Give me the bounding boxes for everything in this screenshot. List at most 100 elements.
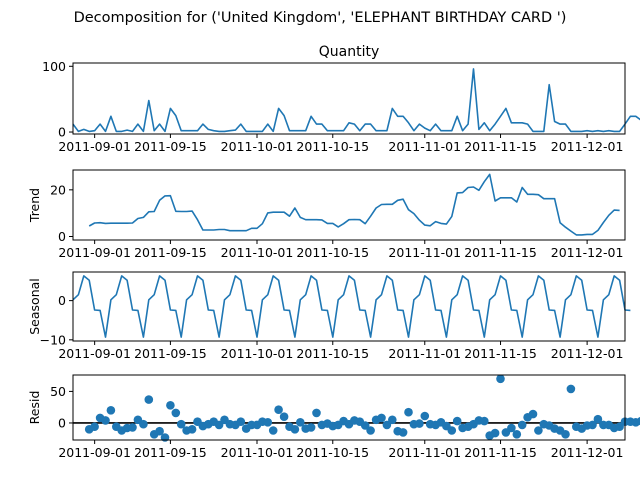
x-tick-label: 2011-09-01: [58, 346, 131, 361]
x-tick-label: 2011-11-01: [388, 445, 461, 460]
resid-point: [420, 411, 430, 421]
resid-point: [366, 426, 375, 435]
resid-point: [534, 426, 543, 435]
x-tick-label: 2011-09-01: [58, 445, 131, 460]
y-tick-label: 100: [42, 59, 66, 74]
resid-point: [382, 420, 392, 430]
resid-point: [517, 420, 527, 430]
x-tick-label: 2011-12-01: [551, 139, 624, 154]
resid-point: [377, 413, 386, 423]
resid-point: [593, 414, 603, 424]
resid-point: [512, 430, 522, 439]
y-tick-label: 20: [50, 182, 66, 197]
x-tick-label: 2011-10-15: [296, 346, 369, 361]
series-line: [88, 173, 620, 236]
resid-point: [263, 418, 273, 427]
y-tick-label: 0: [58, 125, 66, 140]
resid-point: [528, 409, 538, 419]
resid-point: [312, 408, 321, 418]
x-tick-label: 2011-10-01: [221, 346, 294, 361]
y-tick-label: −10: [40, 332, 66, 347]
x-tick-label: 2011-10-15: [296, 245, 369, 260]
resid-point: [128, 423, 137, 432]
resid-point: [144, 395, 154, 404]
panel-quantity: Quantity 0 100 2011-09-01 2011-09-15 2011-10-…: [42, 44, 640, 154]
x-tick-label: 2011-10-01: [221, 445, 294, 460]
x-tick-label: 2011-11-01: [388, 245, 461, 260]
resid-point: [171, 408, 181, 418]
resid-point: [360, 421, 370, 430]
resid-point: [236, 417, 246, 427]
resid-point: [388, 415, 397, 425]
y-axis-label: Resid: [27, 391, 42, 425]
x-tick-label: 2011-10-01: [221, 139, 294, 154]
y-tick-label: 0: [58, 293, 66, 308]
panel-title: Quantity: [319, 44, 380, 60]
resid-point: [155, 426, 164, 436]
resid-point: [176, 419, 186, 429]
x-tick-label: 2011-12-01: [551, 346, 624, 361]
resid-point: [452, 416, 462, 426]
resid-point: [214, 420, 224, 430]
x-tick-label: 2011-09-15: [134, 245, 207, 260]
resid-point: [496, 374, 505, 384]
resid-point: [561, 430, 570, 439]
resid-point: [588, 420, 597, 430]
resid-point: [566, 384, 576, 394]
resid-point: [139, 419, 148, 429]
y-tick-label: 50: [50, 384, 66, 399]
x-tick-label: 2011-11-01: [388, 139, 461, 154]
resid-point: [101, 416, 110, 425]
resid-point: [187, 425, 197, 434]
resid-point: [636, 416, 640, 426]
resid-point: [279, 412, 289, 422]
axes-frame: [72, 271, 626, 342]
x-tick-label: 2011-10-15: [296, 445, 369, 460]
resid-point: [160, 433, 170, 442]
resid-point: [398, 428, 408, 437]
x-tick-label: 2011-11-01: [388, 346, 461, 361]
x-tick-label: 2011-11-15: [464, 139, 537, 154]
figure-title: Decomposition for ('United Kingdom', 'EL…: [74, 10, 567, 26]
x-tick-label: 2011-09-15: [134, 139, 207, 154]
x-tick-label: 2011-12-01: [551, 245, 624, 260]
resid-point: [268, 426, 278, 435]
x-tick-label: 2011-11-15: [464, 245, 537, 260]
resid-point: [306, 423, 316, 432]
x-tick-label: 2011-09-15: [134, 346, 207, 361]
y-axis-label: Trend: [27, 188, 42, 223]
y-tick-label: 0: [58, 229, 66, 244]
resid-point: [106, 406, 116, 415]
resid-point: [166, 401, 175, 410]
resid-point: [404, 407, 413, 417]
x-tick-label: 2011-11-15: [464, 346, 537, 361]
axes-frame: [72, 374, 626, 441]
axes-frame: [72, 169, 626, 241]
resid-point: [415, 419, 424, 428]
y-axis-label: Seasonal: [27, 278, 42, 335]
y-tick-label: 0: [58, 415, 66, 430]
axes-frame: [72, 62, 626, 135]
resid-point: [480, 416, 489, 426]
resid-point: [90, 422, 99, 432]
resid-point: [615, 422, 624, 432]
series-line: [72, 275, 631, 338]
resid-point: [447, 426, 457, 435]
x-tick-label: 2011-12-01: [551, 445, 624, 460]
resid-point: [296, 418, 305, 427]
resid-point: [507, 423, 516, 433]
x-tick-label: 2011-09-01: [58, 139, 131, 154]
resid-point: [490, 428, 500, 438]
x-tick-label: 2011-10-01: [221, 245, 294, 260]
resid-point: [290, 425, 300, 434]
x-tick-label: 2011-09-01: [58, 245, 131, 260]
x-tick-label: 2011-10-15: [296, 139, 369, 154]
x-tick-label: 2011-11-15: [464, 445, 537, 460]
x-tick-label: 2011-09-15: [134, 445, 207, 460]
resid-point: [274, 405, 283, 415]
